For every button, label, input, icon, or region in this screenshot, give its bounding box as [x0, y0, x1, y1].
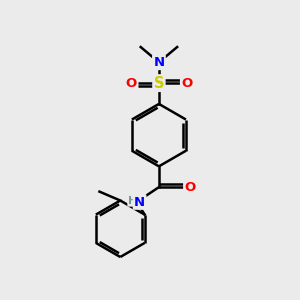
- Text: H: H: [128, 196, 138, 206]
- Text: O: O: [181, 76, 193, 90]
- Text: S: S: [154, 76, 164, 91]
- Text: O: O: [125, 76, 136, 90]
- Text: N: N: [134, 196, 145, 208]
- Text: O: O: [184, 181, 196, 194]
- Text: N: N: [153, 56, 164, 69]
